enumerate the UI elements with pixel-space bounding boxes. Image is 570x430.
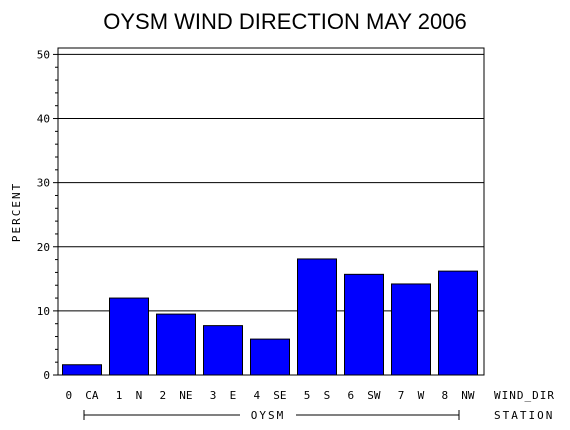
group-label: OYSM bbox=[251, 409, 286, 422]
y-tick-label: 50 bbox=[37, 48, 50, 61]
x-axis-label: WIND_DIR bbox=[494, 389, 555, 402]
x-tick-labels: 0 CA 1 N 2 NE 3 E 4 SE 5 S 6 SW 7 W 8 NW bbox=[65, 389, 474, 402]
bar bbox=[62, 364, 102, 376]
y-axis-label: PERCENT bbox=[10, 182, 23, 242]
chart-title: OYSM WIND DIRECTION MAY 2006 bbox=[103, 9, 466, 34]
y-axis-minor-ticks bbox=[55, 66, 58, 363]
y-tick-label: 30 bbox=[37, 177, 50, 190]
x-tick-label: 4 SE bbox=[253, 389, 286, 402]
y-tick-label: 20 bbox=[37, 241, 50, 254]
x-tick-label: 5 S bbox=[304, 389, 331, 402]
x-tick-label: 2 NE bbox=[159, 389, 192, 402]
x-tick-label: 1 N bbox=[116, 389, 143, 402]
bar bbox=[156, 313, 196, 376]
x-tick-label: 8 NW bbox=[441, 389, 474, 402]
group-bracket bbox=[83, 410, 460, 420]
x-tick-label: 3 E bbox=[210, 389, 237, 402]
bar bbox=[344, 273, 384, 376]
bar bbox=[203, 325, 243, 376]
y-tick-label: 10 bbox=[37, 305, 50, 318]
x-tick-label: 7 W bbox=[398, 389, 425, 402]
y-tick-label: 0 bbox=[43, 369, 50, 382]
x-tick-label: 0 CA bbox=[65, 389, 98, 402]
bar bbox=[250, 338, 290, 376]
bars bbox=[62, 258, 478, 376]
bar bbox=[109, 297, 149, 376]
bar bbox=[297, 258, 337, 376]
y-tick-label: 40 bbox=[37, 113, 50, 126]
y-tick-labels: 0 10 20 30 40 50 bbox=[37, 48, 50, 382]
group-axis-label: STATION bbox=[494, 409, 554, 422]
x-tick-label: 6 SW bbox=[347, 389, 380, 402]
bar bbox=[391, 283, 431, 376]
bar bbox=[438, 270, 478, 376]
